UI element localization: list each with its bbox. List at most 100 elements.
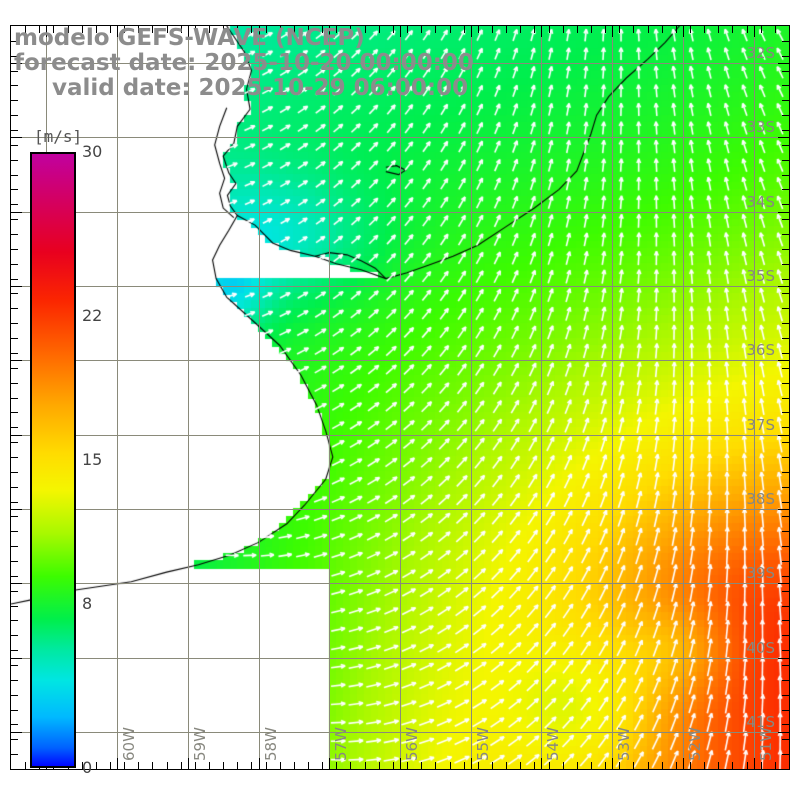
tick-major-lat — [11, 583, 22, 584]
tick-minor-lon — [39, 26, 40, 33]
gridline-lon — [117, 26, 118, 769]
tick-minor-lat — [782, 219, 789, 220]
tick-minor-lon — [294, 26, 295, 33]
tick-minor-lat — [11, 724, 18, 725]
lat-label-33S: 33S — [746, 118, 775, 136]
tick-minor-lon — [365, 26, 366, 33]
tick-minor-lat — [782, 472, 789, 473]
gridline-lat — [11, 658, 789, 659]
tick-minor-lon — [82, 762, 83, 769]
tick-minor-lon — [577, 762, 578, 769]
tick-minor-lat — [782, 234, 789, 235]
tick-minor-lat — [782, 724, 789, 725]
tick-major-lon — [754, 26, 755, 37]
tick-minor-lon — [506, 26, 507, 33]
tick-minor-lat — [782, 516, 789, 517]
tick-minor-lat — [11, 293, 18, 294]
tick-minor-lat — [782, 427, 789, 428]
tick-minor-lat — [11, 264, 18, 265]
tick-minor-lat — [782, 308, 789, 309]
gridline-lon — [259, 26, 260, 769]
tick-minor-lat — [782, 754, 789, 755]
tick-minor-lon — [605, 26, 606, 33]
tick-minor-lon — [435, 762, 436, 769]
tick-minor-lon — [350, 26, 351, 33]
lat-label-37S: 37S — [746, 416, 775, 434]
tick-minor-lat — [11, 353, 18, 354]
tick-minor-lon — [223, 762, 224, 769]
tick-minor-lon — [577, 26, 578, 33]
tick-minor-lon — [421, 762, 422, 769]
tick-minor-lat — [11, 338, 18, 339]
tick-minor-lat — [782, 130, 789, 131]
tick-minor-lat — [782, 41, 789, 42]
lat-label-36S: 36S — [746, 341, 775, 359]
tick-minor-lat — [11, 219, 18, 220]
tick-minor-lat — [11, 249, 18, 250]
tick-minor-lat — [11, 412, 18, 413]
lon-label-56W: 56W — [403, 727, 421, 761]
tick-minor-lat — [11, 457, 18, 458]
tick-minor-lon — [152, 26, 153, 33]
tick-minor-lat — [11, 204, 18, 205]
tick-minor-lat — [782, 249, 789, 250]
tick-minor-lat — [782, 591, 789, 592]
colorbar-gradient — [30, 152, 76, 768]
tick-major-lat — [778, 63, 789, 64]
tick-minor-lat — [11, 546, 18, 547]
colorbar-tick-8: 8 — [82, 593, 93, 613]
tick-minor-lat — [782, 353, 789, 354]
tick-minor-lat — [11, 739, 18, 740]
tick-minor-lat — [11, 591, 18, 592]
tick-minor-lon — [280, 26, 281, 33]
tick-minor-lat — [11, 234, 18, 235]
tick-minor-lat — [782, 85, 789, 86]
tick-minor-lon — [407, 26, 408, 33]
tick-minor-lat — [782, 680, 789, 681]
gridline-lat — [11, 137, 789, 138]
tick-minor-lon — [704, 762, 705, 769]
tick-minor-lon — [209, 26, 210, 33]
tick-minor-lon — [732, 762, 733, 769]
tick-major-lat — [11, 658, 22, 659]
lon-label-55W: 55W — [474, 727, 492, 761]
tick-minor-lon — [96, 762, 97, 769]
colorbar: [m/s] 30 22 15 8 0 — [30, 127, 102, 777]
tick-minor-lon — [393, 26, 394, 33]
gridline-lon — [612, 26, 613, 769]
tick-minor-lon — [718, 762, 719, 769]
lat-label-32S: 32S — [746, 44, 775, 62]
tick-major-lat — [778, 286, 789, 287]
tick-minor-lon — [421, 26, 422, 33]
tick-minor-lat — [11, 175, 18, 176]
tick-minor-lon — [138, 762, 139, 769]
tick-major-lon — [471, 758, 472, 769]
tick-minor-lon — [619, 26, 620, 33]
tick-minor-lon — [591, 762, 592, 769]
tick-minor-lon — [648, 762, 649, 769]
tick-minor-lat — [782, 293, 789, 294]
lon-label-58W: 58W — [262, 727, 280, 761]
tick-minor-lat — [11, 576, 18, 577]
tick-minor-lon — [322, 26, 323, 33]
tick-minor-lat — [782, 189, 789, 190]
tick-minor-lat — [11, 516, 18, 517]
gridline-lat — [11, 732, 789, 733]
lat-label-41S: 41S — [746, 713, 775, 731]
tick-minor-lon — [25, 26, 26, 33]
lon-label-51W: 51W — [757, 727, 775, 761]
gridline-lat — [11, 509, 789, 510]
tick-minor-lon — [124, 762, 125, 769]
tick-minor-lon — [450, 26, 451, 33]
tick-major-lat — [778, 212, 789, 213]
tick-minor-lat — [11, 606, 18, 607]
tick-major-lat — [11, 212, 22, 213]
tick-minor-lat — [782, 561, 789, 562]
tick-minor-lon — [167, 762, 168, 769]
tick-minor-lat — [11, 308, 18, 309]
tick-minor-lon — [152, 762, 153, 769]
tick-minor-lon — [82, 26, 83, 33]
tick-minor-lon — [266, 762, 267, 769]
tick-minor-lon — [336, 762, 337, 769]
